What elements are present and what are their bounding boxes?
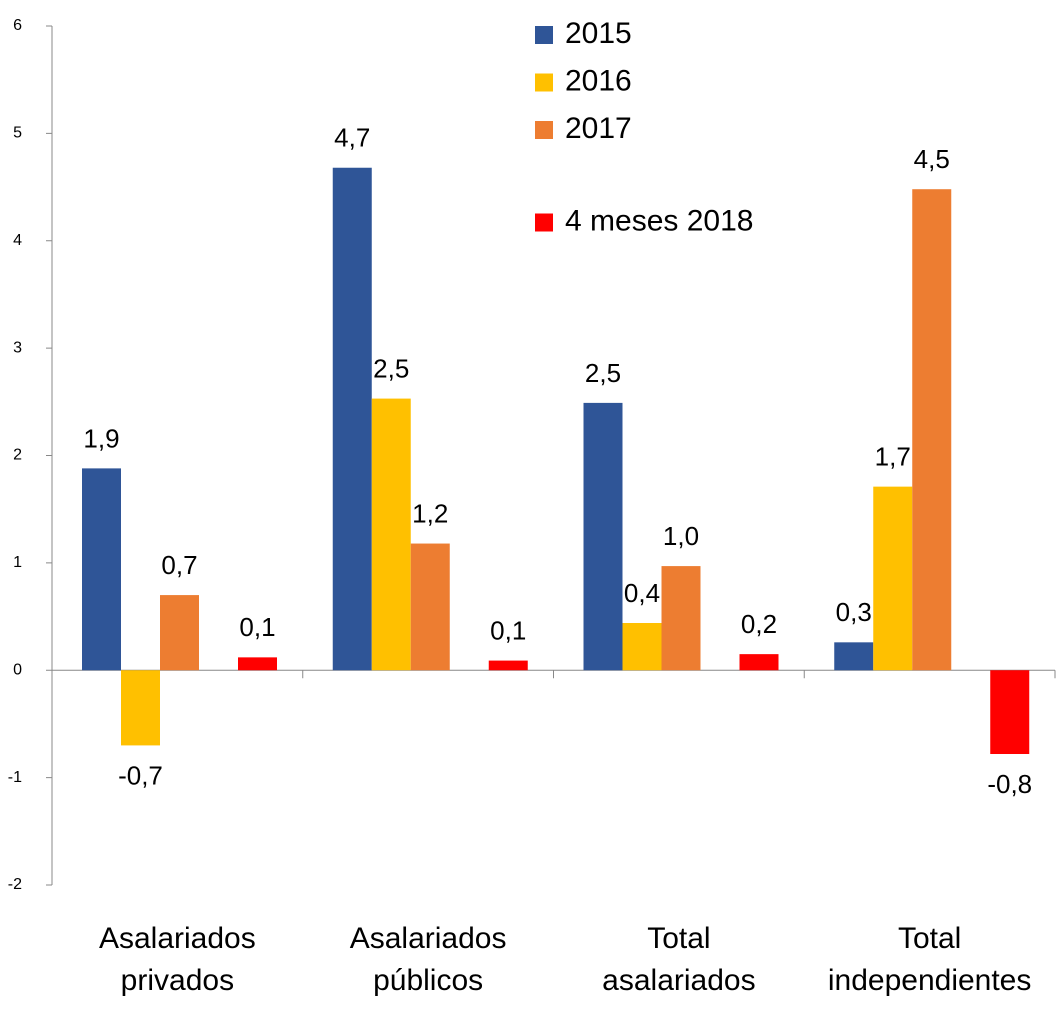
data-label: 1,9 [83, 423, 119, 453]
y-tick-label: 6 [13, 17, 22, 34]
x-tick-label: públicos [373, 964, 483, 997]
y-tick-label: 0 [13, 661, 22, 678]
bar [990, 670, 1030, 755]
y-tick-label: 1 [13, 554, 22, 571]
legend-label: 2016 [565, 64, 632, 97]
legend-swatch [535, 73, 553, 92]
y-tick-label: 2 [13, 447, 22, 464]
bar [739, 654, 779, 671]
bar [371, 398, 411, 671]
x-tick-label: independientes [828, 964, 1032, 997]
data-label: 2,5 [585, 358, 621, 388]
bar [121, 670, 160, 746]
data-label: 4,5 [914, 144, 950, 174]
legend-swatch [535, 26, 553, 44]
data-label: 1,7 [875, 442, 911, 472]
y-tick-label: 5 [13, 125, 22, 142]
bar [238, 657, 277, 671]
data-label: -0,7 [118, 760, 163, 790]
legend-swatch [535, 213, 553, 232]
bar [410, 543, 450, 671]
x-tick-label: Total [898, 922, 961, 955]
bar [160, 595, 199, 671]
legend-label: 4 meses 2018 [565, 204, 753, 237]
x-tick-label: asalariados [602, 964, 755, 997]
x-tick-label: Total [647, 922, 710, 955]
bar [661, 566, 701, 671]
data-label: 4,7 [334, 123, 370, 153]
bar [834, 642, 874, 671]
x-tick-label: Asalariados [99, 922, 256, 955]
data-label: 0,2 [741, 609, 777, 639]
x-tick-label: Asalariados [350, 922, 507, 955]
data-label: 0,1 [490, 615, 526, 645]
bar [82, 468, 121, 671]
legend-swatch [535, 121, 553, 139]
data-label: 2,5 [373, 353, 409, 383]
y-tick-label: -1 [8, 769, 22, 786]
data-label: -0,8 [987, 769, 1032, 799]
data-label: 1,2 [412, 498, 448, 528]
data-label: 0,7 [161, 550, 197, 580]
bar [912, 189, 952, 671]
y-tick-label: -2 [8, 876, 22, 893]
bar [622, 623, 662, 671]
x-tick-label: privados [121, 964, 234, 997]
legend-label: 2017 [565, 112, 632, 145]
y-tick-label: 4 [13, 232, 22, 249]
data-label: 1,0 [663, 521, 699, 551]
data-label: 0,1 [239, 612, 275, 642]
bar [583, 402, 623, 671]
bar [873, 486, 913, 671]
data-label: 0,3 [836, 597, 872, 627]
y-tick-label: 3 [13, 339, 22, 356]
legend-label: 2015 [565, 17, 632, 50]
bar [332, 167, 372, 671]
data-label: 0,4 [624, 578, 660, 608]
bar [488, 660, 528, 671]
